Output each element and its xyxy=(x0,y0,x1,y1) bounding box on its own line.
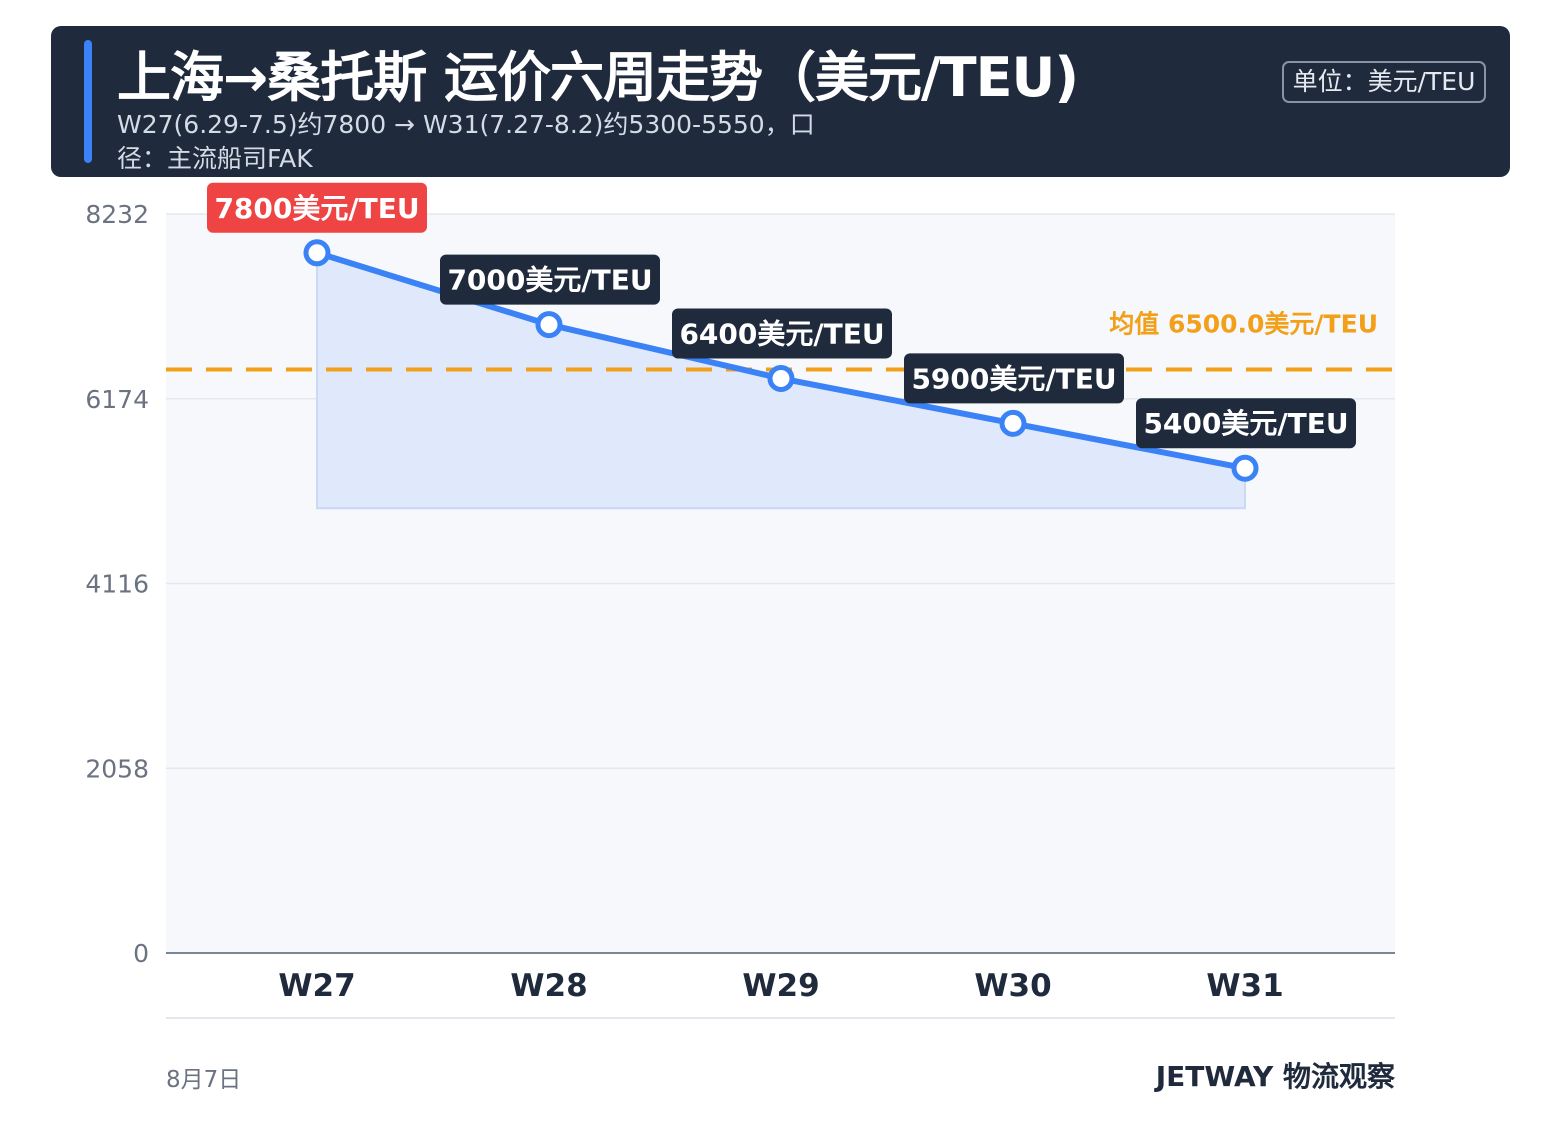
y-tick-label-0: 0 xyxy=(133,939,149,968)
data-point-W28 xyxy=(535,311,563,339)
data-point-W27 xyxy=(303,239,331,267)
header-accent-bar xyxy=(84,40,92,163)
chart-header: 上海→桑托斯 运价六周走势（美元/TEU) W27(6.29-7.5)约7800… xyxy=(51,26,1510,177)
data-label-box-W30 xyxy=(904,353,1124,404)
footer-date: 8月7日 xyxy=(166,1067,242,1093)
data-label-W28: 7000美元/TEU xyxy=(447,264,652,297)
data-label-box-W31 xyxy=(1136,398,1356,449)
data-label-W27: 7800美元/TEU xyxy=(214,192,419,225)
footer-brand: JETWAY 物流观察 xyxy=(1155,1060,1395,1093)
y-tick-label-4: 8232 xyxy=(85,200,149,229)
y-tick-label-3: 6174 xyxy=(85,385,149,414)
data-label-box-W27 xyxy=(207,182,427,233)
data-label-box-W28 xyxy=(440,254,660,305)
x-tick-label-W31: W31 xyxy=(1206,968,1283,1004)
x-tick-label-W30: W30 xyxy=(974,968,1051,1004)
data-label-W29: 6400美元/TEU xyxy=(679,317,884,350)
x-tick-label-W27: W27 xyxy=(278,968,355,1004)
chart-subtitle: W27(6.29-7.5)约7800 → W31(7.27-8.2)约5300-… xyxy=(117,110,815,173)
data-label-box-W29 xyxy=(672,308,892,359)
chart-title: 上海→桑托斯 运价六周走势（美元/TEU) xyxy=(117,46,1079,109)
data-label-W30: 5900美元/TEU xyxy=(911,362,1116,395)
y-tick-label-1: 2058 xyxy=(85,754,149,783)
data-point-W29 xyxy=(767,364,795,392)
mean-label: 均值 6500.0美元/TEU xyxy=(1109,309,1378,338)
data-point-W30 xyxy=(999,409,1027,437)
x-tick-label-W28: W28 xyxy=(510,968,587,1004)
data-label-W31: 5400美元/TEU xyxy=(1143,407,1348,440)
data-point-W31 xyxy=(1231,454,1259,482)
x-tick-label-W29: W29 xyxy=(742,968,819,1004)
unit-badge: 单位：美元/TEU xyxy=(1282,61,1486,103)
y-tick-label-2: 4116 xyxy=(85,570,149,599)
